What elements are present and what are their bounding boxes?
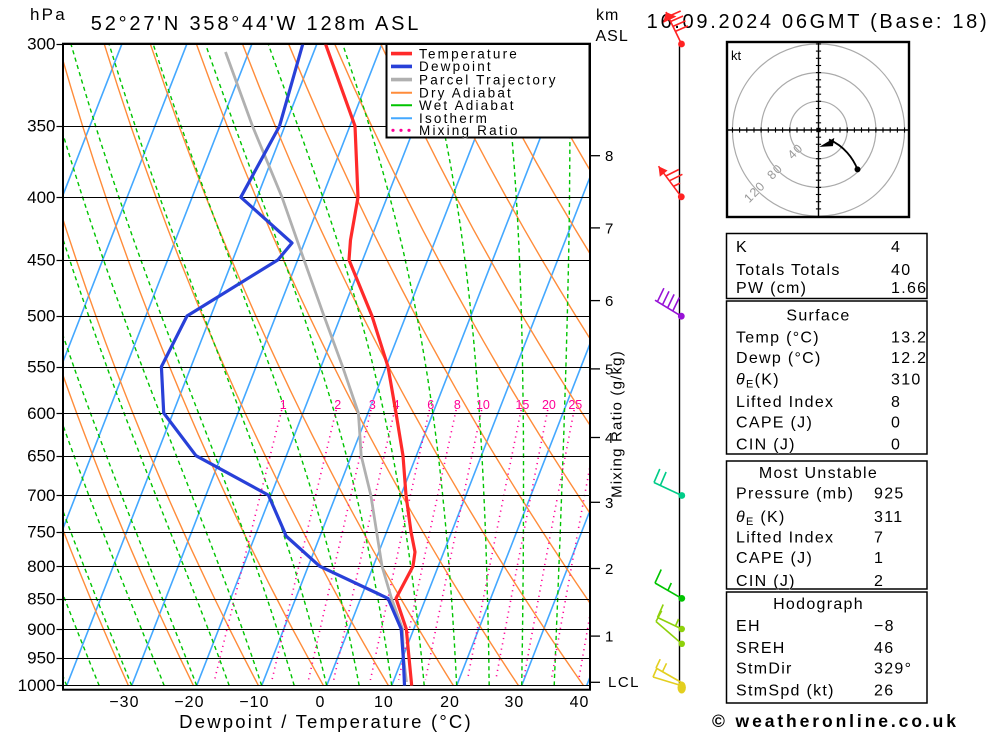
svg-text:400: 400 xyxy=(27,188,55,207)
svg-text:−30: −30 xyxy=(109,694,139,711)
svg-text:−20: −20 xyxy=(174,694,204,711)
svg-text:20: 20 xyxy=(542,398,556,412)
svg-text:1: 1 xyxy=(605,629,614,646)
svg-text:Temperature: Temperature xyxy=(419,46,519,61)
svg-text:Dewpoint: Dewpoint xyxy=(419,59,493,74)
svg-text:311: 311 xyxy=(874,509,903,526)
svg-text:−10: −10 xyxy=(239,694,269,711)
svg-text:450: 450 xyxy=(27,251,55,270)
svg-text:700: 700 xyxy=(27,486,55,505)
svg-text:StmDir: StmDir xyxy=(736,661,793,678)
svg-text:ASL: ASL xyxy=(596,28,629,45)
svg-text:1: 1 xyxy=(280,398,287,412)
svg-text:0: 0 xyxy=(316,694,326,711)
svg-text:3: 3 xyxy=(369,398,376,412)
svg-text:CAPE (J): CAPE (J) xyxy=(736,415,813,432)
svg-text:6: 6 xyxy=(605,293,614,310)
svg-text:329°: 329° xyxy=(874,661,912,678)
svg-text:1.66: 1.66 xyxy=(891,280,927,297)
svg-text:5: 5 xyxy=(605,361,614,378)
svg-text:km: km xyxy=(596,7,619,24)
svg-text:6: 6 xyxy=(427,398,434,412)
svg-text:30: 30 xyxy=(505,694,525,711)
svg-text:Parcel Trajectory: Parcel Trajectory xyxy=(419,72,558,87)
svg-text:Surface: Surface xyxy=(786,308,850,325)
svg-text:2: 2 xyxy=(874,573,884,590)
svg-text:925: 925 xyxy=(874,486,905,503)
svg-text:Lifted Index: Lifted Index xyxy=(736,529,834,546)
svg-text:StmSpd (kt): StmSpd (kt) xyxy=(736,683,835,700)
svg-text:θE (K): θE (K) xyxy=(736,509,786,528)
svg-text:26: 26 xyxy=(874,683,894,700)
svg-text:10: 10 xyxy=(476,398,490,412)
svg-text:Mixing Ratio: Mixing Ratio xyxy=(419,123,520,138)
svg-text:350: 350 xyxy=(27,117,55,136)
svg-text:16.09.2024 06GMT (Base: 18): 16.09.2024 06GMT (Base: 18) xyxy=(647,11,990,33)
svg-text:© weatheronline.co.uk: © weatheronline.co.uk xyxy=(712,711,959,731)
svg-text:8: 8 xyxy=(605,148,614,165)
svg-text:3: 3 xyxy=(605,495,614,512)
svg-text:4: 4 xyxy=(605,430,614,447)
svg-text:Dewp (°C): Dewp (°C) xyxy=(736,350,822,367)
svg-text:20: 20 xyxy=(440,694,460,711)
svg-text:LCL: LCL xyxy=(608,674,640,691)
svg-text:Mixing Ratio (g/kg): Mixing Ratio (g/kg) xyxy=(609,350,626,498)
svg-text:Wet Adiabat: Wet Adiabat xyxy=(419,98,516,113)
svg-text:52°27'N 358°44'W 128m ASL: 52°27'N 358°44'W 128m ASL xyxy=(91,13,421,35)
svg-text:4: 4 xyxy=(891,239,901,256)
svg-text:850: 850 xyxy=(27,589,55,608)
svg-text:SREH: SREH xyxy=(736,640,786,657)
svg-text:2: 2 xyxy=(605,561,614,578)
svg-text:Pressure (mb): Pressure (mb) xyxy=(736,486,854,503)
svg-text:Hodograph: Hodograph xyxy=(773,596,864,613)
svg-text:Isotherm: Isotherm xyxy=(419,111,489,126)
svg-text:−8: −8 xyxy=(874,618,895,635)
svg-text:8: 8 xyxy=(454,398,461,412)
svg-text:950: 950 xyxy=(27,649,55,668)
svg-text:Dry Adiabat: Dry Adiabat xyxy=(419,86,513,101)
svg-text:40: 40 xyxy=(570,694,590,711)
svg-text:500: 500 xyxy=(27,307,55,326)
svg-text:550: 550 xyxy=(27,357,55,376)
svg-text:900: 900 xyxy=(27,620,55,639)
svg-text:Totals Totals: Totals Totals xyxy=(736,262,841,279)
svg-text:0: 0 xyxy=(891,437,901,454)
svg-text:7: 7 xyxy=(874,529,884,546)
svg-text:CIN (J): CIN (J) xyxy=(736,573,796,590)
svg-text:1: 1 xyxy=(874,550,884,567)
svg-text:θE(K): θE(K) xyxy=(736,371,780,390)
svg-text:10: 10 xyxy=(374,694,394,711)
svg-text:40: 40 xyxy=(891,262,911,279)
svg-text:CIN (J): CIN (J) xyxy=(736,437,796,454)
svg-text:650: 650 xyxy=(27,446,55,465)
svg-text:PW (cm): PW (cm) xyxy=(736,280,807,297)
svg-text:15: 15 xyxy=(515,398,529,412)
svg-text:600: 600 xyxy=(27,404,55,423)
svg-text:46: 46 xyxy=(874,640,894,657)
svg-text:EH: EH xyxy=(736,618,761,635)
svg-text:8: 8 xyxy=(891,394,901,411)
svg-text:CAPE (J): CAPE (J) xyxy=(736,550,813,567)
svg-text:hPa: hPa xyxy=(30,5,67,24)
svg-text:25: 25 xyxy=(568,398,582,412)
svg-text:K: K xyxy=(736,239,748,256)
svg-text:Dewpoint / Temperature (°C): Dewpoint / Temperature (°C) xyxy=(179,711,473,732)
svg-text:kt: kt xyxy=(731,48,742,63)
svg-text:13.2: 13.2 xyxy=(891,330,927,347)
svg-text:7: 7 xyxy=(605,220,614,237)
svg-text:1000: 1000 xyxy=(18,676,56,695)
svg-text:800: 800 xyxy=(27,557,55,576)
svg-text:2: 2 xyxy=(334,398,341,412)
svg-text:Most Unstable: Most Unstable xyxy=(759,465,878,482)
svg-text:0: 0 xyxy=(891,415,901,432)
svg-text:Lifted Index: Lifted Index xyxy=(736,394,834,411)
svg-text:750: 750 xyxy=(27,523,55,542)
svg-text:Temp (°C): Temp (°C) xyxy=(736,330,820,347)
svg-text:310: 310 xyxy=(891,371,922,388)
svg-text:12.2: 12.2 xyxy=(891,350,927,367)
svg-text:300: 300 xyxy=(27,35,55,54)
